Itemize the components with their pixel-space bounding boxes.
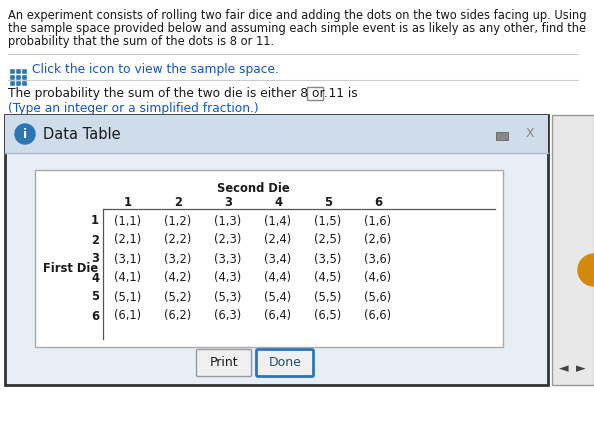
Bar bbox=[10, 69, 15, 74]
Text: (4,4): (4,4) bbox=[264, 271, 292, 285]
Text: (4,2): (4,2) bbox=[165, 271, 192, 285]
Text: The probability the sum of the two die is either 8 or 11 is: The probability the sum of the two die i… bbox=[8, 87, 358, 100]
Text: (1,5): (1,5) bbox=[314, 215, 342, 227]
Text: (2,2): (2,2) bbox=[165, 233, 192, 246]
Text: (5,5): (5,5) bbox=[314, 291, 342, 304]
Text: (1,4): (1,4) bbox=[264, 215, 292, 227]
Text: (6,1): (6,1) bbox=[115, 310, 141, 322]
Text: (3,1): (3,1) bbox=[115, 252, 141, 265]
Text: (2,3): (2,3) bbox=[214, 233, 242, 246]
Text: (2,5): (2,5) bbox=[314, 233, 342, 246]
Text: (6,2): (6,2) bbox=[165, 310, 192, 322]
Text: ◄: ◄ bbox=[559, 362, 568, 375]
Text: 3: 3 bbox=[91, 252, 99, 265]
Bar bbox=[16, 75, 21, 80]
FancyBboxPatch shape bbox=[257, 350, 314, 377]
Bar bbox=[5, 115, 548, 385]
Bar bbox=[10, 81, 15, 86]
Text: 4: 4 bbox=[274, 196, 282, 209]
Text: (4,5): (4,5) bbox=[314, 271, 342, 285]
Text: (5,6): (5,6) bbox=[364, 291, 391, 304]
Text: (3,4): (3,4) bbox=[264, 252, 292, 265]
Text: (2,4): (2,4) bbox=[264, 233, 292, 246]
Text: (1,3): (1,3) bbox=[214, 215, 242, 227]
Text: Second Die: Second Die bbox=[217, 182, 289, 195]
Text: (5,4): (5,4) bbox=[264, 291, 292, 304]
Text: (4,3): (4,3) bbox=[214, 271, 242, 285]
Text: (3,2): (3,2) bbox=[165, 252, 192, 265]
Bar bbox=[22, 75, 27, 80]
Text: ►: ► bbox=[576, 362, 586, 375]
Bar bbox=[16, 81, 21, 86]
Text: First Die: First Die bbox=[43, 262, 98, 275]
Circle shape bbox=[15, 124, 35, 144]
Text: Print: Print bbox=[210, 356, 238, 369]
Text: Done: Done bbox=[268, 356, 301, 369]
Text: (6,4): (6,4) bbox=[264, 310, 292, 322]
Text: 5: 5 bbox=[324, 196, 332, 209]
Text: (3,5): (3,5) bbox=[314, 252, 342, 265]
Text: (Type an integer or a simplified fraction.): (Type an integer or a simplified fractio… bbox=[8, 102, 258, 115]
Text: (3,6): (3,6) bbox=[364, 252, 391, 265]
Bar bbox=[10, 75, 15, 80]
Text: (6,5): (6,5) bbox=[314, 310, 342, 322]
Text: (5,3): (5,3) bbox=[214, 291, 242, 304]
Text: 1: 1 bbox=[91, 215, 99, 227]
Text: 2: 2 bbox=[174, 196, 182, 209]
Text: 2: 2 bbox=[91, 233, 99, 246]
Text: .: . bbox=[324, 87, 328, 100]
Text: (6,3): (6,3) bbox=[214, 310, 242, 322]
Text: (1,2): (1,2) bbox=[165, 215, 192, 227]
Text: 1: 1 bbox=[124, 196, 132, 209]
Bar bbox=[22, 81, 27, 86]
Bar bbox=[16, 69, 21, 74]
Text: i: i bbox=[23, 128, 27, 141]
Bar bbox=[496, 132, 508, 140]
Text: Click the icon to view the sample space.: Click the icon to view the sample space. bbox=[32, 63, 279, 76]
Bar bbox=[307, 87, 323, 100]
Bar bbox=[5, 115, 548, 153]
Text: (1,6): (1,6) bbox=[365, 215, 391, 227]
Text: (3,3): (3,3) bbox=[214, 252, 242, 265]
Text: 5: 5 bbox=[91, 291, 99, 304]
Text: (4,1): (4,1) bbox=[115, 271, 141, 285]
Circle shape bbox=[578, 254, 594, 286]
Text: Data Table: Data Table bbox=[43, 127, 121, 142]
Text: the sample space provided below and assuming each simple event is as likely as a: the sample space provided below and assu… bbox=[8, 22, 586, 35]
Bar bbox=[552, 115, 594, 385]
Text: probability that the sum of the dots is 8 or 11.: probability that the sum of the dots is … bbox=[8, 35, 274, 48]
Bar bbox=[22, 69, 27, 74]
Text: 6: 6 bbox=[374, 196, 382, 209]
Text: (5,2): (5,2) bbox=[165, 291, 192, 304]
Text: (2,1): (2,1) bbox=[115, 233, 141, 246]
Text: (5,1): (5,1) bbox=[115, 291, 141, 304]
Text: (4,6): (4,6) bbox=[365, 271, 391, 285]
Text: X: X bbox=[526, 127, 535, 140]
Text: (6,6): (6,6) bbox=[365, 310, 391, 322]
Text: (2,6): (2,6) bbox=[364, 233, 391, 246]
Text: 3: 3 bbox=[224, 196, 232, 209]
FancyBboxPatch shape bbox=[197, 350, 251, 377]
Text: (1,1): (1,1) bbox=[115, 215, 141, 227]
Text: An experiment consists of rolling two fair dice and adding the dots on the two s: An experiment consists of rolling two fa… bbox=[8, 9, 586, 22]
Bar bbox=[35, 170, 503, 347]
Text: 4: 4 bbox=[91, 271, 99, 285]
Text: 6: 6 bbox=[91, 310, 99, 322]
